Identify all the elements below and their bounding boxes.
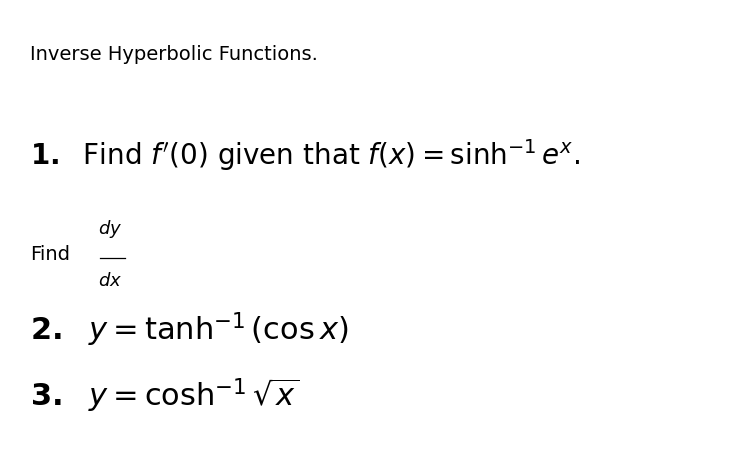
Text: $\mathbf{2.}\ \ y = \tanh^{-1}(\cos x)$: $\mathbf{2.}\ \ y = \tanh^{-1}(\cos x)$ (30, 311, 349, 349)
Text: $dx$: $dx$ (98, 272, 122, 290)
Text: Inverse Hyperbolic Functions.: Inverse Hyperbolic Functions. (30, 46, 318, 65)
Text: $dy$: $dy$ (98, 218, 122, 240)
Text: Find: Find (30, 246, 70, 265)
Text: $\mathbf{1.}$  $\mathrm{Find}\ f'(0)\ \mathrm{given\ that}\ f(x) = \sinh^{-1} e^: $\mathbf{1.}$ $\mathrm{Find}\ f'(0)\ \ma… (30, 137, 580, 173)
Text: $\mathbf{3.}\ \ y = \cosh^{-1} \sqrt{x}$: $\mathbf{3.}\ \ y = \cosh^{-1} \sqrt{x}$ (30, 376, 300, 414)
